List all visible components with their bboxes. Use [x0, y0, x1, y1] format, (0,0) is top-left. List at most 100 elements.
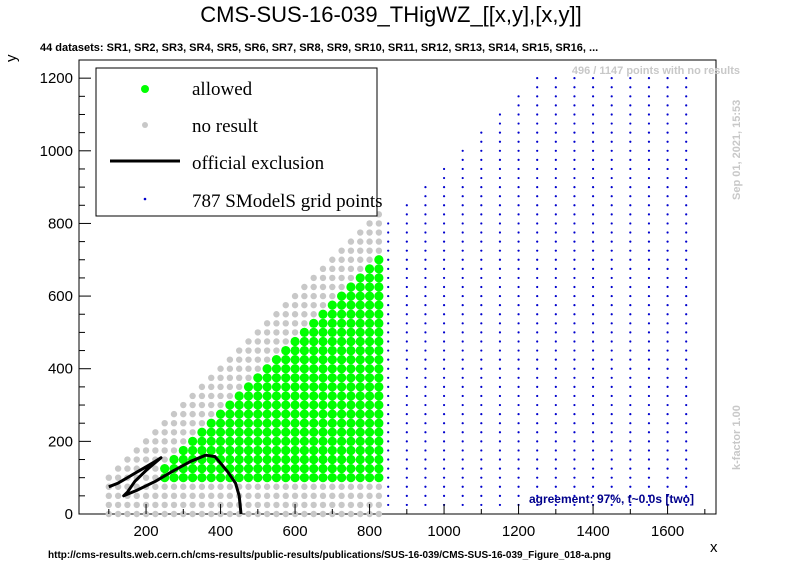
allowed-point [337, 327, 347, 337]
grid-point [554, 231, 557, 234]
allowed-point [253, 391, 263, 401]
grid-point [554, 503, 557, 507]
no-result-point [142, 456, 150, 463]
no-result-point [105, 474, 113, 481]
grid-point [573, 167, 576, 171]
grid-point [442, 186, 446, 189]
grid-point [666, 367, 669, 370]
no-result-point [310, 483, 317, 490]
grid-point [591, 122, 595, 125]
grid-point [405, 349, 408, 352]
no-result-point [291, 320, 299, 327]
grid-point [498, 167, 502, 171]
allowed-point [374, 264, 384, 274]
no-result-point [170, 438, 178, 445]
grid-point [610, 394, 613, 398]
no-result-point [338, 256, 345, 263]
grid-point [498, 285, 502, 289]
grid-point [685, 276, 688, 280]
grid-point [610, 213, 613, 216]
allowed-point [374, 382, 384, 392]
grid-point [536, 467, 539, 470]
allowed-point [374, 409, 384, 419]
grid-point [610, 340, 613, 343]
allowed-point [346, 327, 356, 337]
allowed-point [337, 418, 347, 428]
no-result-point [152, 492, 159, 500]
allowed-point [374, 327, 384, 337]
grid-point [610, 231, 613, 234]
grid-point [573, 458, 576, 461]
no-result-point [161, 420, 168, 427]
allowed-point [197, 436, 207, 446]
allowed-point [290, 336, 300, 347]
grid-point [647, 113, 651, 116]
grid-point [424, 458, 427, 461]
no-result-point [254, 347, 262, 354]
no-result-point [245, 501, 252, 509]
no-result-point [263, 347, 271, 354]
no-result-point [375, 483, 383, 490]
no-result-point [301, 510, 308, 518]
no-result-point [319, 265, 327, 273]
no-result-point [180, 420, 187, 427]
grid-point [591, 494, 595, 497]
no-result-point [273, 311, 280, 318]
allowed-point [243, 400, 254, 410]
no-result-point [189, 510, 196, 518]
grid-point [591, 195, 595, 198]
allowed-point [243, 445, 254, 456]
grid-point [498, 158, 502, 161]
grid-point [685, 222, 688, 225]
allowed-point [327, 418, 337, 428]
no-result-point [180, 410, 187, 418]
allowed-point [271, 382, 282, 392]
no-result-point [208, 492, 215, 500]
grid-point [554, 195, 557, 198]
grid-point [498, 304, 502, 307]
grid-point [629, 258, 632, 261]
allowed-point [327, 436, 337, 446]
grid-point [536, 349, 539, 352]
grid-point [610, 113, 613, 116]
allowed-point [327, 355, 337, 365]
allowed-point [290, 382, 300, 392]
no-result-point [282, 311, 289, 318]
grid-point [573, 331, 576, 334]
no-result-point [273, 320, 280, 327]
grid-point [573, 294, 576, 298]
allowed-point [262, 436, 272, 446]
grid-point [610, 95, 613, 98]
grid-point [405, 358, 408, 361]
allowed-point [299, 345, 309, 356]
grid-point [591, 176, 595, 180]
grid-point [480, 331, 483, 334]
allowed-point [364, 291, 375, 301]
grid-point [573, 422, 576, 425]
grid-point [610, 467, 613, 470]
allowed-point [355, 409, 365, 419]
no-result-point [357, 238, 364, 245]
no-result-point [347, 238, 355, 245]
grid-point [685, 494, 688, 497]
grid-point [536, 222, 539, 225]
allowed-point [346, 291, 356, 301]
grid-point [442, 267, 446, 270]
allowed-point [206, 445, 216, 456]
grid-point [424, 358, 427, 361]
allowed-point [346, 373, 356, 383]
grid-point [461, 322, 464, 325]
no-result-point [245, 492, 252, 500]
grid-point [573, 376, 576, 379]
allowed-point [234, 473, 244, 483]
allowed-point [271, 454, 282, 465]
grid-point [610, 195, 613, 198]
grid-point [685, 394, 688, 398]
grid-point [480, 467, 483, 470]
allowed-point [374, 318, 384, 328]
grid-point [573, 313, 576, 316]
grid-point [629, 186, 632, 189]
grid-point [461, 340, 464, 343]
grid-point [647, 331, 651, 334]
chart-title: CMS-SUS-16-039_THigWZ_[[x,y],[x,y]] [200, 2, 581, 27]
